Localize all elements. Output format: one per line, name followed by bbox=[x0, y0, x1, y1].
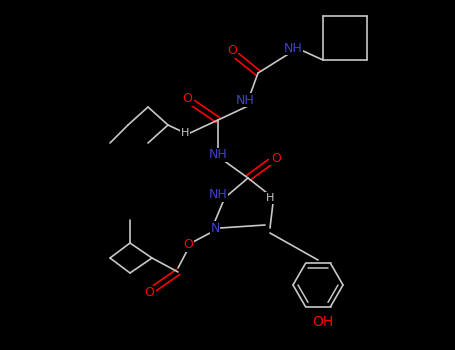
Text: NH: NH bbox=[209, 189, 228, 202]
Text: NH: NH bbox=[209, 148, 228, 161]
Text: OH: OH bbox=[313, 315, 334, 329]
Text: O: O bbox=[271, 152, 281, 164]
Text: O: O bbox=[182, 92, 192, 105]
Text: O: O bbox=[227, 44, 237, 57]
Text: O: O bbox=[183, 238, 193, 252]
Text: NH: NH bbox=[283, 42, 303, 55]
Text: O: O bbox=[144, 287, 154, 300]
Text: H: H bbox=[181, 128, 189, 138]
Text: N: N bbox=[210, 222, 220, 235]
Text: NH: NH bbox=[236, 93, 254, 106]
Text: H: H bbox=[266, 193, 274, 203]
